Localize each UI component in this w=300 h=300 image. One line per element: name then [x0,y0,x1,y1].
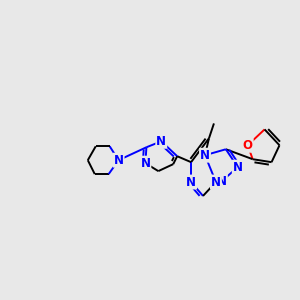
Text: N: N [217,175,227,188]
Text: O: O [243,139,253,152]
Text: N: N [200,149,210,162]
Text: N: N [114,154,124,167]
Text: N: N [156,135,166,148]
Text: N: N [233,160,243,174]
Text: N: N [140,157,150,170]
Text: N: N [211,176,221,188]
Text: N: N [186,176,196,188]
